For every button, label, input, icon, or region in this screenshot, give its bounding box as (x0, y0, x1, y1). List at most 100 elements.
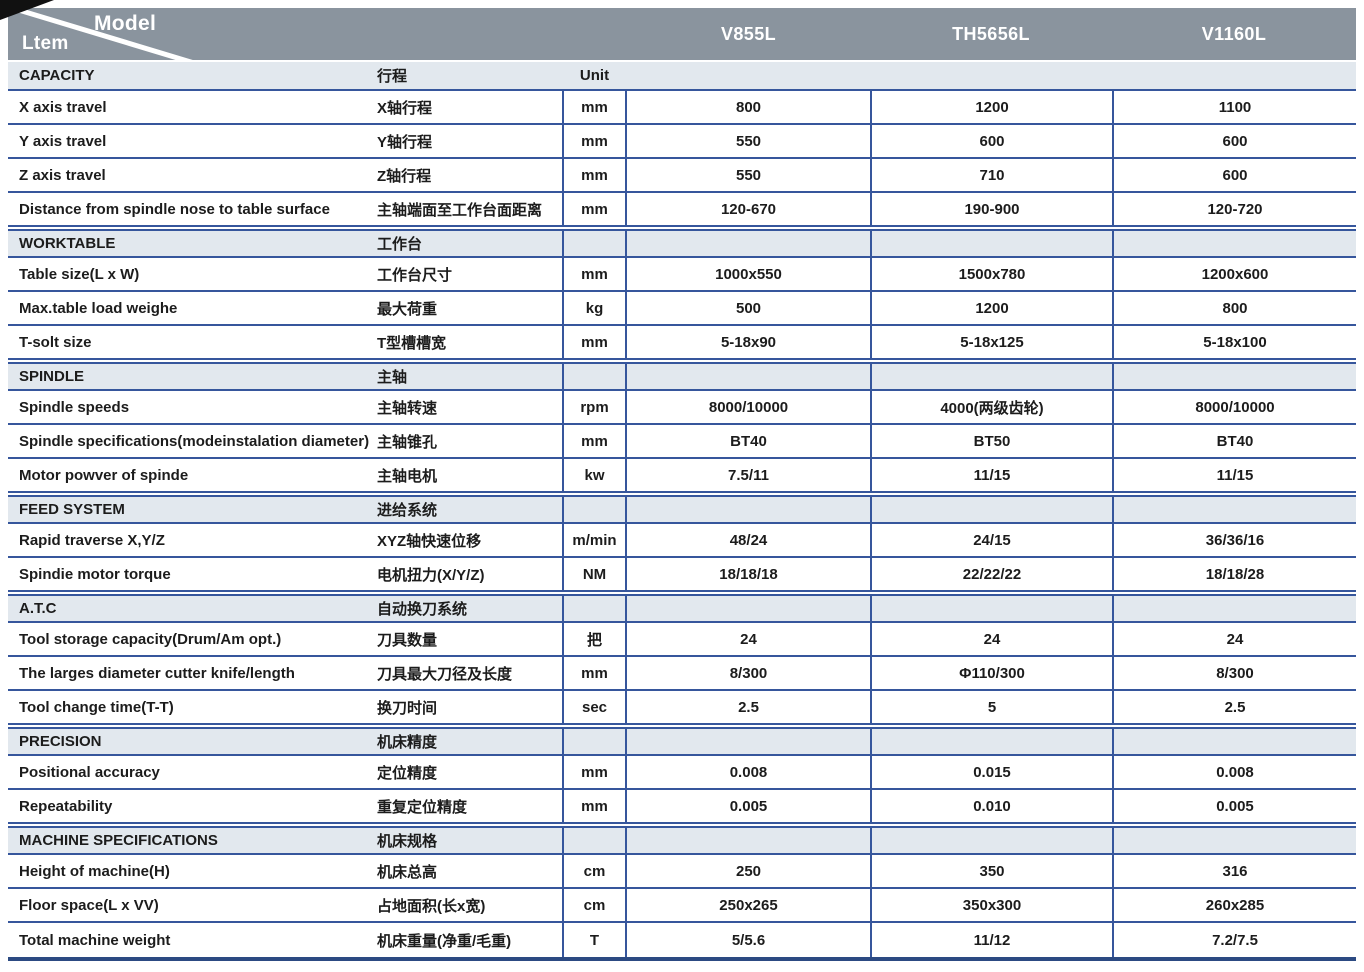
section-empty-cell (627, 62, 870, 89)
spec-unit: mm (562, 657, 627, 689)
spec-name-cn: 机床重量(净重/毛重) (377, 932, 512, 950)
section-empty-cell (1112, 828, 1356, 853)
spec-table: Model Ltem V855L TH5656L V1160L CAPACITY 行程… (8, 8, 1356, 961)
spec-value-th5656l: 710 (870, 159, 1112, 191)
spec-value-v1160l: 7.2/7.5 (1112, 923, 1356, 957)
spec-row-spindie-motor-torque: Spindie motor torque 电机扭力(X/Y/Z) NM 18/18/1… (8, 558, 1356, 592)
spec-row-x-axis-travel: X axis travel X轴行程 mm 800 1200 1100 (8, 91, 1356, 125)
model-header-v855l: V855L (720, 23, 777, 44)
spec-name-cn: 最大荷重 (377, 300, 438, 318)
spec-value-v855l: 250 (735, 862, 762, 880)
spec-unit: mm (562, 159, 627, 191)
section-empty-cell (870, 828, 1112, 853)
spec-value-th5656l: 24/15 (870, 524, 1112, 556)
header-corner-item-label: Ltem (22, 33, 69, 54)
spec-value-v855l: 5-18x90 (720, 333, 777, 351)
spec-value-v1160l: 120-720 (1112, 193, 1356, 225)
section-empty-unit-cell (562, 596, 627, 621)
spec-value-v1160l: 260x285 (1112, 889, 1356, 921)
spec-name-cn: Z轴行程 (377, 167, 432, 185)
spec-row-spindle-specifications-modeinstalation-diameter: Spindle specifications(modeinstalation d… (8, 425, 1356, 459)
spec-name-en: Spindle specifications(modeinstalation d… (19, 432, 370, 450)
spec-value-v855l: 250x265 (719, 896, 778, 914)
spec-name-cn: 主轴锥孔 (377, 433, 438, 451)
spec-name-en: Spindie motor torque (19, 565, 171, 583)
spec-name-cn: X轴行程 (377, 99, 433, 117)
spec-value-th5656l: 24 (870, 623, 1112, 655)
spec-value-th5656l: 1200 (870, 292, 1112, 324)
section-row-feed-system: FEED SYSTEM 进给系统 (8, 495, 1356, 524)
spec-name-en: T-solt size (19, 333, 92, 351)
spec-value-th5656l: 600 (870, 125, 1112, 157)
spec-value-v1160l: 11/15 (1112, 459, 1356, 491)
spec-value-th5656l: Φ110/300 (870, 657, 1112, 689)
spec-value-v1160l: BT40 (1112, 425, 1356, 457)
spec-value-v855l: 8/300 (729, 664, 768, 682)
spec-row-the-larges-diameter-cutter-knife-length: The larges diameter cutter knife/length 刀… (8, 657, 1356, 691)
spec-value-th5656l: 5 (870, 691, 1112, 723)
section-empty-unit-cell (562, 231, 627, 256)
spec-value-v1160l: 0.008 (1112, 756, 1356, 788)
spec-name-cn: Y轴行程 (377, 133, 433, 151)
spec-unit: mm (562, 193, 627, 225)
section-title-en: PRECISION (19, 733, 102, 750)
spec-unit: rpm (562, 391, 627, 423)
spec-value-th5656l: 0.015 (870, 756, 1112, 788)
spec-value-v855l: 0.008 (729, 763, 768, 781)
spec-unit: mm (562, 326, 627, 358)
spec-name-cn: 电机扭力(X/Y/Z) (377, 566, 485, 584)
spec-name-en: Positional accuracy (19, 763, 160, 781)
spec-name-cn: 刀具数量 (377, 631, 438, 649)
section-empty-cell (627, 729, 870, 754)
section-empty-cell (1112, 231, 1356, 256)
spec-value-v1160l: 600 (1112, 125, 1356, 157)
spec-value-th5656l: BT50 (870, 425, 1112, 457)
spec-value-v1160l: 5-18x100 (1112, 326, 1356, 358)
spec-value-v1160l: 2.5 (1112, 691, 1356, 723)
spec-value-v855l: 7.5/11 (728, 466, 769, 484)
section-row-a-t-c: A.T.C 自动换刀系统 (8, 594, 1356, 623)
spec-name-cn: 刀具最大刀径及长度 (377, 665, 513, 683)
spec-value-v1160l: 24 (1112, 623, 1356, 655)
spec-name-en: Max.table load weighe (19, 299, 178, 317)
spec-value-v1160l: 18/18/28 (1112, 558, 1356, 590)
section-empty-unit-cell (562, 729, 627, 754)
spec-value-v1160l: 8/300 (1112, 657, 1356, 689)
section-title-cn: 机床规格 (377, 833, 438, 850)
spec-value-v855l: BT40 (730, 432, 767, 450)
spec-name-cn: 换刀时间 (377, 699, 438, 717)
spec-value-v1160l: 8000/10000 (1112, 391, 1356, 423)
model-header-th5656l: TH5656L (952, 23, 1030, 44)
table-header-row: Model Ltem V855L TH5656L V1160L (8, 8, 1356, 60)
spec-value-v1160l: 0.005 (1112, 790, 1356, 822)
spec-name-en: Table size(L x W) (19, 265, 140, 283)
section-row-machine-specifications: MACHINE SPECIFICATIONS 机床规格 (8, 826, 1356, 855)
header-corner-cell: Model Ltem (8, 8, 627, 60)
section-empty-cell (870, 729, 1112, 754)
spec-unit: cm (562, 855, 627, 887)
spec-value-th5656l: 1200 (870, 91, 1112, 123)
section-empty-unit-cell (562, 828, 627, 853)
spec-value-v855l: 500 (735, 299, 762, 317)
spec-unit: kg (562, 292, 627, 324)
section-empty-cell (870, 497, 1112, 522)
section-empty-cell (1112, 497, 1356, 522)
spec-unit: NM (562, 558, 627, 590)
section-row-capacity: CAPACITY 行程 Unit (8, 62, 1356, 91)
spec-name-en: Rapid traverse X,Y/Z (19, 531, 165, 549)
spec-unit: mm (562, 425, 627, 457)
spec-row-positional-accuracy: Positional accuracy 定位精度 mm 0.008 0.015 0.008 (8, 756, 1356, 790)
spec-row-max-table-load-weighe: Max.table load weighe 最大荷重 kg 500 1200 800 (8, 292, 1356, 326)
spec-value-th5656l: 5-18x125 (870, 326, 1112, 358)
spec-value-v855l: 2.5 (738, 698, 759, 716)
spec-name-cn: 定位精度 (377, 764, 438, 782)
spec-name-en: Floor space(L x VV) (19, 896, 159, 914)
section-row-precision: PRECISION 机床精度 (8, 727, 1356, 756)
spec-value-th5656l: 11/12 (870, 923, 1112, 957)
spec-value-th5656l: 11/15 (870, 459, 1112, 491)
spec-name-en: Repeatability (19, 797, 113, 815)
spec-unit: mm (562, 790, 627, 822)
section-title-en: WORKTABLE (19, 235, 116, 252)
spec-value-th5656l: 350x300 (870, 889, 1112, 921)
section-title-en: MACHINE SPECIFICATIONS (19, 832, 218, 849)
